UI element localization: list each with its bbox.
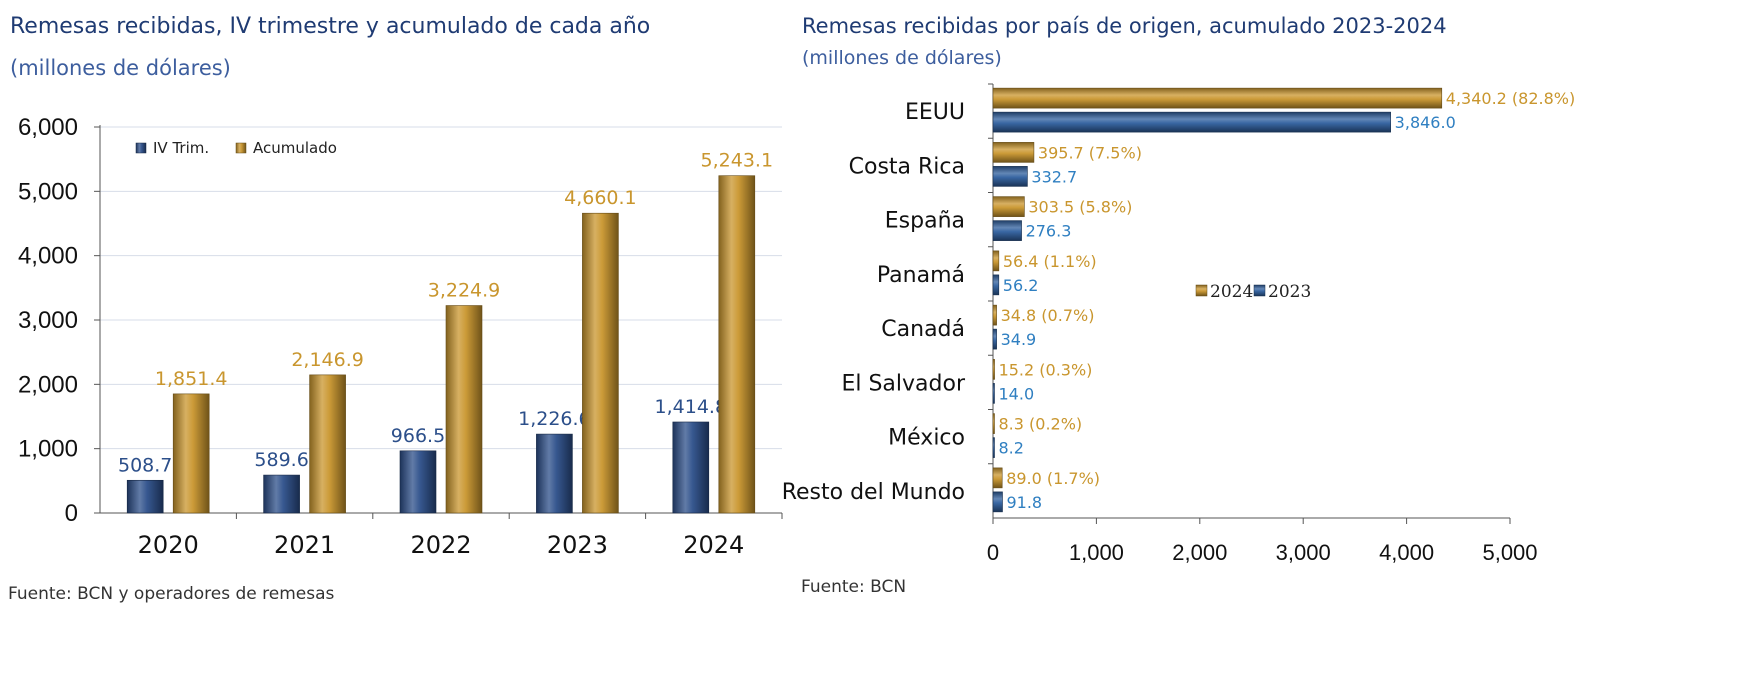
bar-2023 bbox=[992, 111, 1391, 133]
bar-2024 bbox=[992, 250, 1000, 272]
bar-acumulado bbox=[309, 374, 346, 514]
data-label: 4,660.1 bbox=[564, 187, 637, 209]
data-label: 1,414.8 bbox=[655, 396, 728, 418]
bar-iv-trim bbox=[536, 433, 573, 514]
data-label: 1,226.6 bbox=[518, 408, 591, 430]
data-label: 56.2 bbox=[1003, 276, 1039, 295]
data-label: 89.0 (1.7%) bbox=[1006, 469, 1100, 488]
legend-label: Acumulado bbox=[253, 139, 337, 157]
data-label: 2,146.9 bbox=[291, 349, 364, 371]
bar-2024 bbox=[992, 359, 995, 380]
bar-iv-trim bbox=[126, 479, 164, 514]
x-tick-label: 2021 bbox=[274, 531, 335, 559]
data-label: 1,851.4 bbox=[155, 368, 228, 390]
right-chart-plot: 0 1,000 2,000 3,000 4,000 5,000 EEUU 4,340.2 (8… bbox=[782, 83, 1575, 565]
x-tick-label: 2023 bbox=[547, 531, 608, 559]
data-label: 966.5 bbox=[391, 425, 445, 447]
data-label: 395.7 (7.5%) bbox=[1038, 143, 1142, 162]
y-category-label: Canadá bbox=[881, 317, 965, 342]
data-label: 34.8 (0.7%) bbox=[1001, 306, 1095, 325]
y-tick-label: 3,000 bbox=[18, 307, 78, 334]
bar-2023 bbox=[992, 491, 1003, 513]
x-tick-label: 5,000 bbox=[1482, 540, 1537, 565]
bar-2024 bbox=[992, 87, 1443, 109]
data-label: 508.7 bbox=[118, 454, 172, 476]
bar-acumulado bbox=[445, 305, 483, 514]
left-chart-plot: 0 1,000 2,000 3,000 4,000 5,000 6,000 2020 508.7… bbox=[18, 114, 783, 559]
data-label: 4,340.2 (82.8%) bbox=[1446, 89, 1575, 108]
y-category-label: El Salvador bbox=[841, 371, 965, 396]
bar-iv-trim bbox=[399, 450, 437, 514]
legend-label: 2023 bbox=[1268, 282, 1311, 302]
left-chart-source: Fuente: BCN y operadores de remesas bbox=[8, 584, 335, 604]
x-tick-label: 1,000 bbox=[1069, 540, 1124, 565]
y-category-label: Resto del Mundo bbox=[782, 480, 965, 505]
bar-iv-trim bbox=[263, 474, 300, 514]
data-label: 332.7 bbox=[1031, 167, 1077, 186]
bar-2024 bbox=[992, 467, 1003, 489]
bar-2023 bbox=[992, 220, 1022, 241]
data-label: 34.9 bbox=[1001, 330, 1037, 349]
bar-iv-trim bbox=[672, 421, 710, 514]
bar-2024 bbox=[992, 304, 997, 326]
legend-swatch bbox=[1195, 284, 1208, 297]
bar-acumulado bbox=[718, 175, 756, 514]
data-label: 3,846.0 bbox=[1395, 113, 1456, 132]
y-category-label: Costa Rica bbox=[849, 154, 965, 179]
left-chart-title: Remesas recibidas, IV trimestre y acumul… bbox=[10, 14, 651, 39]
y-category-label: Panamá bbox=[877, 263, 965, 288]
x-tick-label: 2022 bbox=[410, 531, 471, 559]
right-chart-source: Fuente: BCN bbox=[801, 577, 907, 597]
x-tick-label: 2024 bbox=[683, 531, 744, 559]
bar-2024 bbox=[992, 142, 1035, 163]
y-category-label: México bbox=[888, 426, 965, 451]
bar-2023 bbox=[992, 166, 1028, 187]
legend-label: IV Trim. bbox=[153, 139, 209, 157]
legend-swatch bbox=[135, 142, 147, 154]
left-chart-subtitle: (millones de dólares) bbox=[10, 56, 231, 80]
bar-acumulado bbox=[172, 393, 210, 514]
y-category-label: EEUU bbox=[905, 100, 965, 125]
legend-label: 2024 bbox=[1210, 282, 1253, 302]
data-label: 8.3 (0.2%) bbox=[999, 415, 1083, 434]
x-tick-label: 0 bbox=[987, 540, 999, 565]
bar-acumulado bbox=[582, 212, 619, 514]
right-chart-subtitle: (millones de dólares) bbox=[802, 47, 1002, 69]
legend-swatch bbox=[1253, 284, 1266, 297]
y-tick-label: 1,000 bbox=[18, 436, 78, 463]
bar-2023 bbox=[992, 328, 997, 350]
data-label: 8.2 bbox=[999, 439, 1024, 458]
bar-2024 bbox=[992, 413, 995, 434]
data-label: 56.4 (1.1%) bbox=[1003, 252, 1097, 271]
x-tick-label: 4,000 bbox=[1379, 540, 1434, 565]
y-tick-label: 0 bbox=[65, 500, 78, 527]
y-tick-label: 5,000 bbox=[18, 178, 78, 205]
data-label: 14.0 bbox=[999, 384, 1035, 403]
x-tick-label: 3,000 bbox=[1276, 540, 1331, 565]
data-label: 589.6 bbox=[254, 449, 308, 471]
left-chart-panel: Remesas recibidas, IV trimestre y acumul… bbox=[8, 14, 783, 604]
y-tick-label: 6,000 bbox=[18, 114, 78, 141]
y-tick-label: 2,000 bbox=[18, 371, 78, 398]
bar-2023 bbox=[992, 437, 995, 458]
legend-swatch bbox=[235, 142, 247, 154]
data-label: 276.3 bbox=[1026, 222, 1072, 241]
y-tick-label: 4,000 bbox=[18, 243, 78, 270]
x-tick-label: 2020 bbox=[138, 531, 199, 559]
right-chart-title: Remesas recibidas por país de origen, ac… bbox=[802, 14, 1447, 38]
y-category-label: España bbox=[885, 209, 965, 234]
data-label: 3,224.9 bbox=[428, 280, 501, 302]
data-label: 15.2 (0.3%) bbox=[999, 360, 1093, 379]
right-chart-panel: Remesas recibidas por país de origen, ac… bbox=[782, 0, 1753, 685]
bar-2023 bbox=[992, 274, 1000, 296]
x-tick-label: 2,000 bbox=[1172, 540, 1227, 565]
data-label: 303.5 (5.8%) bbox=[1028, 198, 1132, 217]
bar-2024 bbox=[992, 196, 1025, 217]
bar-2023 bbox=[992, 383, 995, 404]
data-label: 91.8 bbox=[1006, 493, 1042, 512]
data-label: 5,243.1 bbox=[701, 150, 774, 172]
